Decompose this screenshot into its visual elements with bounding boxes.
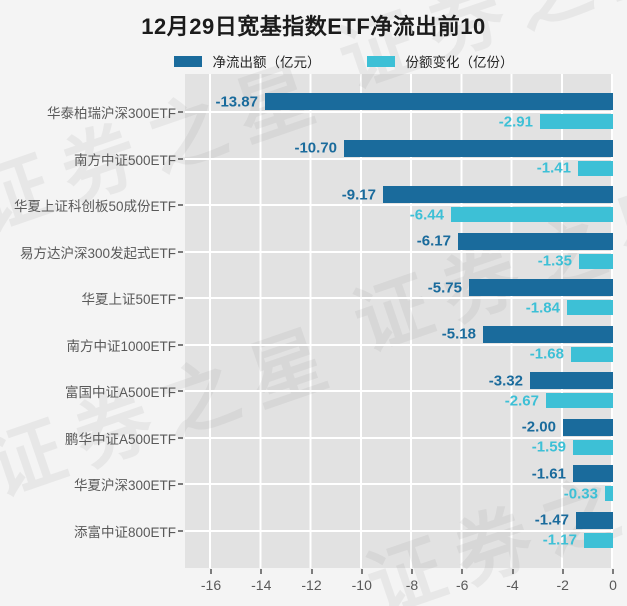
share-change-bar — [540, 114, 613, 129]
x-tick-label: -14 — [251, 577, 272, 593]
outflow-value-label: -13.87 — [215, 93, 258, 110]
x-tick-label: -12 — [301, 577, 322, 593]
gridline-horizontal — [185, 483, 613, 485]
share-change-legend-swatch-icon — [366, 55, 395, 67]
outflow-value-label: -1.61 — [531, 465, 566, 482]
share-change-value-label: -0.33 — [563, 485, 598, 502]
share-change-value-label: -1.35 — [537, 252, 572, 270]
outflow-bar — [265, 93, 613, 110]
gridline-horizontal — [185, 111, 613, 113]
share-change-value-label: -1.17 — [542, 531, 577, 549]
category-label: 华泰柏瑞沪深300ETF — [46, 106, 176, 121]
x-tick-label: 0 — [609, 577, 617, 593]
share-change-bar — [605, 486, 613, 501]
x-tick-mark — [461, 569, 464, 574]
page-title: 12月29日宽基指数ETF净流出前10 — [141, 14, 486, 39]
share-change-bar — [546, 393, 613, 408]
outflow-bar — [458, 232, 613, 250]
category-label: 易方达沪深300发起式ETF — [19, 245, 176, 261]
outflow-bar — [469, 279, 613, 296]
y-tick-mark — [178, 529, 183, 532]
x-tick-mark — [612, 569, 614, 574]
share-change-bar — [584, 532, 613, 548]
share-change-bar — [579, 253, 613, 269]
legend-item-share-change: 份额变化（亿份） — [366, 51, 514, 71]
y-tick-mark — [178, 204, 183, 206]
share-change-bar — [451, 207, 613, 222]
outflow-bar — [563, 418, 613, 436]
gridline-horizontal — [185, 297, 613, 299]
y-tick-mark — [178, 297, 183, 299]
gridline-horizontal — [185, 436, 613, 439]
outflow-value-label: -6.17 — [416, 232, 451, 250]
outflow-bar — [344, 139, 613, 157]
category-label: 南方中证500ETF — [73, 152, 176, 168]
category-label: 添富中证800ETF — [73, 524, 176, 540]
outflow-bar — [573, 465, 613, 482]
outflow-bar — [530, 372, 613, 389]
outflow-value-label: -3.32 — [488, 372, 523, 389]
share-change-bar — [571, 346, 613, 362]
gridline-horizontal — [185, 250, 613, 253]
y-tick-mark — [178, 436, 183, 439]
outflow-bar — [483, 325, 613, 343]
share-change-bar — [567, 300, 613, 315]
y-tick-mark — [178, 157, 183, 160]
x-tick-label: -4 — [506, 577, 519, 593]
share-change-bar — [573, 439, 613, 455]
category-label: 华夏上证50ETF — [81, 292, 176, 307]
x-tick-label: -16 — [200, 577, 222, 593]
category-label: 富国中证A500ETF — [64, 385, 176, 400]
gridline-horizontal — [185, 204, 613, 206]
share-change-value-label: -6.44 — [409, 206, 444, 223]
x-tick-mark — [210, 569, 212, 574]
share-change-value-label: -2.67 — [504, 392, 539, 409]
y-tick-mark — [178, 250, 183, 253]
gridline-horizontal — [185, 529, 613, 532]
share-change-value-label: -1.41 — [536, 159, 571, 177]
y-tick-mark — [178, 343, 183, 346]
x-tick-label: -6 — [456, 577, 469, 593]
x-tick-mark — [310, 569, 313, 574]
legend-label: 份额变化（亿份） — [405, 55, 514, 70]
legend-item-outflow: 净流出额（亿元） — [173, 51, 321, 71]
share-change-value-label: -1.84 — [525, 299, 560, 316]
x-tick-mark — [411, 569, 413, 574]
outflow-value-label: -10.70 — [294, 139, 337, 157]
x-tick-mark — [260, 569, 263, 574]
gridline-horizontal — [185, 390, 613, 392]
category-label: 华夏上证科创板50成份ETF — [13, 199, 176, 214]
legend-label: 净流出额（亿元） — [212, 55, 321, 70]
gridline-horizontal — [185, 343, 613, 346]
y-tick-mark — [178, 390, 183, 392]
outflow-bar — [576, 511, 613, 529]
outflow-value-label: -5.18 — [441, 325, 476, 343]
category-label: 华夏沪深300ETF — [73, 478, 176, 493]
x-tick-mark — [561, 569, 564, 574]
share-change-value-label: -1.59 — [531, 438, 566, 456]
x-tick-mark — [511, 569, 514, 574]
share-change-value-label: -1.68 — [529, 345, 564, 363]
share-change-bar — [578, 160, 613, 176]
outflow-value-label: -9.17 — [341, 186, 376, 203]
y-tick-mark — [178, 111, 183, 113]
gridline-horizontal — [185, 157, 613, 160]
category-label: 鹏华中证A500ETF — [64, 431, 176, 447]
x-tick-mark — [360, 569, 363, 574]
x-tick-label: -10 — [351, 577, 372, 593]
chart-legend: 净流出额（亿元） 份额变化（亿份） — [30, 51, 627, 71]
outflow-bar — [383, 186, 613, 203]
outflow-legend-swatch-icon — [173, 55, 202, 67]
category-label: 南方中证1000ETF — [66, 338, 176, 354]
x-tick-label: -2 — [556, 577, 569, 593]
share-change-value-label: -2.91 — [498, 113, 533, 130]
outflow-value-label: -5.75 — [427, 279, 462, 296]
y-tick-mark — [178, 483, 183, 485]
outflow-value-label: -2.00 — [521, 418, 556, 436]
x-tick-label: -8 — [405, 577, 419, 593]
outflow-value-label: -1.47 — [534, 511, 569, 529]
